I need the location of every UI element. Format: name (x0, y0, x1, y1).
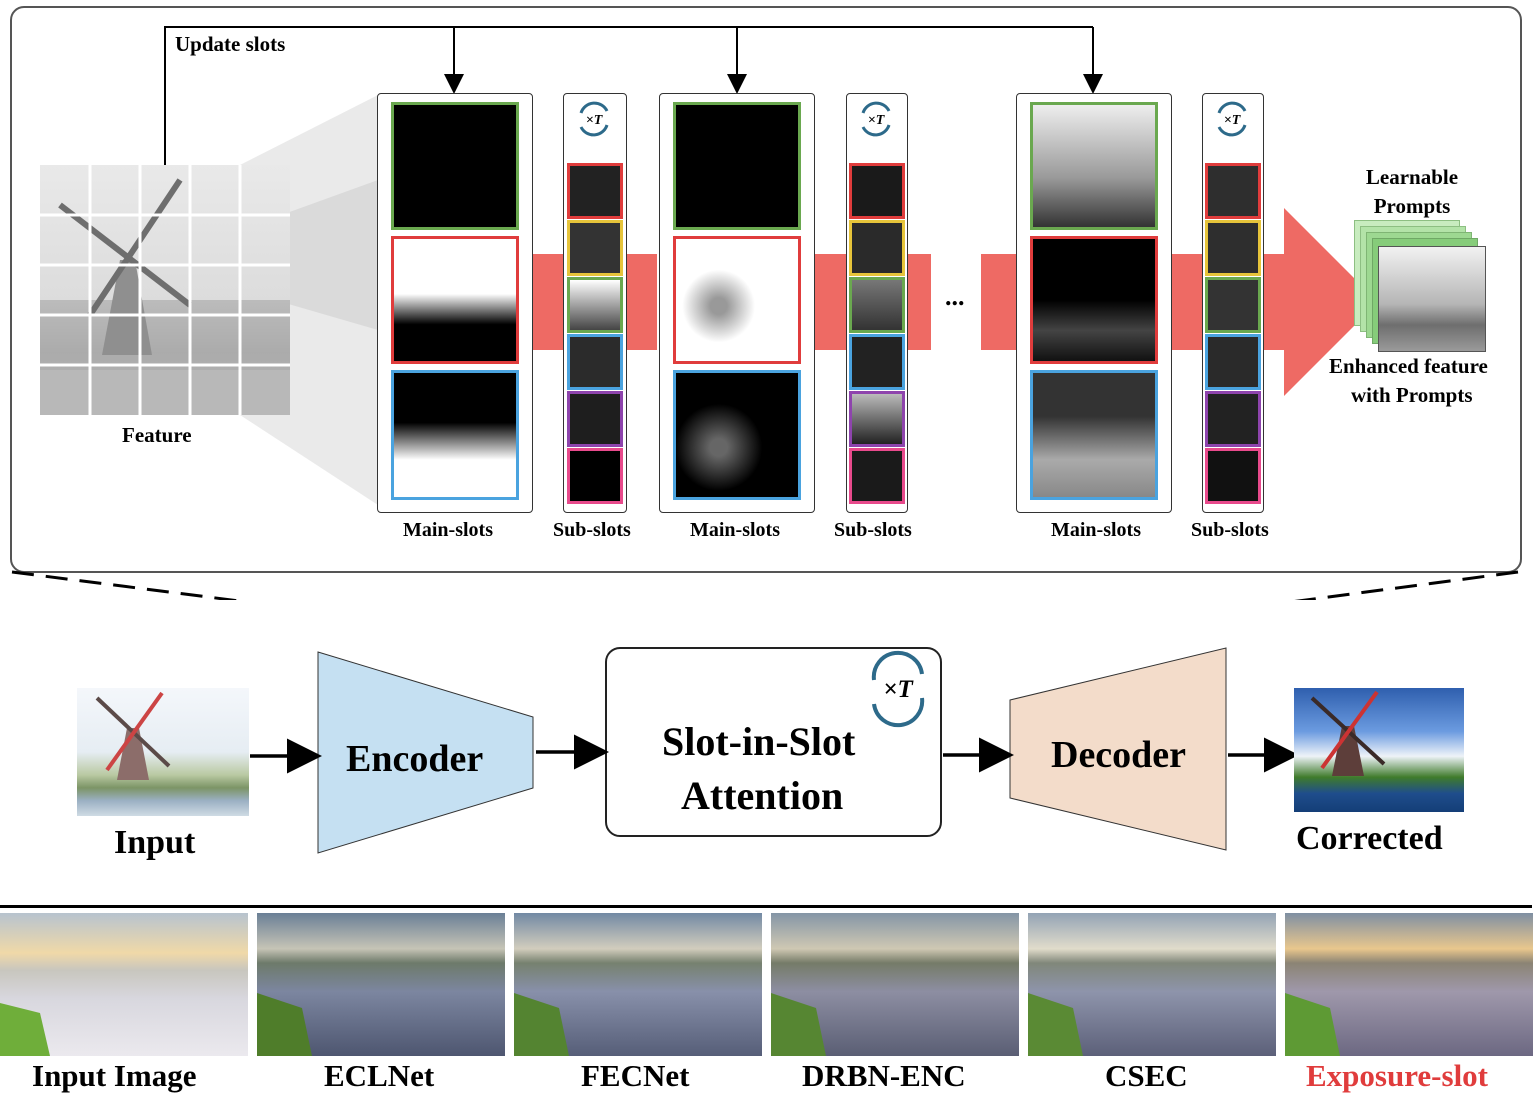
method-label-fecnet: FECNet (581, 1058, 690, 1093)
sub-slot (849, 334, 905, 390)
sub-slot (849, 391, 905, 447)
feature-map (40, 165, 290, 415)
sub-slot (567, 448, 623, 504)
windmill-icon (95, 691, 171, 780)
enhanced-feature-label-1: Enhanced feature (1329, 354, 1488, 378)
main-slots-label: Main-slots (1051, 519, 1141, 541)
method-label-drbn-enc: DRBN-ENC (802, 1058, 966, 1093)
iter-text: ×T (1224, 113, 1242, 128)
sub-slot (849, 163, 905, 219)
main-slot-green (1030, 102, 1158, 230)
sub-slot (1205, 163, 1261, 219)
sub-slot (1205, 220, 1261, 276)
sub-slot (849, 277, 905, 333)
corrected-photo (1294, 688, 1464, 812)
main-slot-blue (391, 370, 519, 500)
ellipsis: ... (945, 282, 965, 311)
iteration-icon: ×T (871, 650, 925, 728)
method-label-input: Input Image (32, 1058, 197, 1093)
comparison-image-drbn-enc (771, 913, 1019, 1056)
main-slot-green (391, 102, 519, 230)
input-label: Input (114, 824, 196, 861)
comparison-image-exposure-slot (1285, 913, 1533, 1056)
input-photo (77, 688, 249, 816)
main-slot-red (1030, 236, 1158, 364)
iteration-icon: ×T (1217, 101, 1247, 137)
iter-text: ×T (586, 113, 604, 128)
windmill-icon (40, 178, 290, 415)
sub-slot (567, 277, 623, 333)
method-label-csec: CSEC (1105, 1058, 1188, 1093)
sub-slots-label: Sub-slots (1191, 519, 1269, 541)
main-slot-blue (673, 370, 801, 500)
main-slots-1 (377, 93, 533, 513)
main-slots-3 (1016, 93, 1172, 513)
sub-slot (1205, 391, 1261, 447)
main-slots-label: Main-slots (403, 519, 493, 541)
attention-label-2: Attention (681, 773, 844, 818)
comparison-image-input (0, 913, 248, 1056)
learnable-prompts-label: Learnable Prompts (1365, 165, 1459, 218)
encoder-block (317, 651, 534, 854)
sub-slot (567, 334, 623, 390)
sub-slot (1205, 334, 1261, 390)
sub-slot (567, 220, 623, 276)
windmill-icon (1310, 690, 1386, 776)
enhanced-feature-label-2: with Prompts (1351, 383, 1473, 407)
pipeline-diagram: ×T (250, 647, 1299, 854)
sub-slot (1205, 448, 1261, 504)
feature-grid (40, 165, 290, 415)
main-slot-red (391, 236, 519, 364)
method-label-exposure-slot: Exposure-slot (1306, 1058, 1489, 1093)
sub-slot (1205, 277, 1261, 333)
main-slot-red (673, 236, 801, 364)
main-slots-label: Main-slots (690, 519, 780, 541)
sub-slot (567, 391, 623, 447)
sub-slots-2 (846, 93, 908, 513)
main-slots-2 (659, 93, 815, 513)
encoder-label: Encoder (346, 738, 484, 780)
attention-label-1: Slot-in-Slot (662, 719, 856, 764)
corrected-label: Corrected (1296, 820, 1443, 857)
sub-slot (849, 220, 905, 276)
update-slots-label: Update slots (175, 32, 286, 56)
sub-slots-3 (1202, 93, 1264, 513)
sub-slot (567, 163, 623, 219)
sub-slots-1 (563, 93, 627, 513)
comparison-image-csec (1028, 913, 1276, 1056)
iter-text: ×T (868, 113, 886, 128)
method-label-eclnet: ECLNet (324, 1058, 435, 1093)
comparison-image-eclnet (257, 913, 505, 1056)
sub-slots-label: Sub-slots (834, 519, 912, 541)
divider (0, 905, 1532, 908)
main-slot-green (673, 102, 801, 230)
iteration-icon: ×T (579, 101, 609, 137)
sub-slots-label: Sub-slots (553, 519, 631, 541)
prompt-stack (1354, 220, 1486, 352)
main-slot-blue (1030, 370, 1158, 500)
sub-slot (849, 448, 905, 504)
comparison-image-fecnet (514, 913, 762, 1056)
iteration-icon: ×T (861, 101, 891, 137)
decoder-label: Decoder (1051, 734, 1187, 776)
iter-text: ×T (883, 676, 914, 703)
feature-label: Feature (122, 423, 192, 447)
